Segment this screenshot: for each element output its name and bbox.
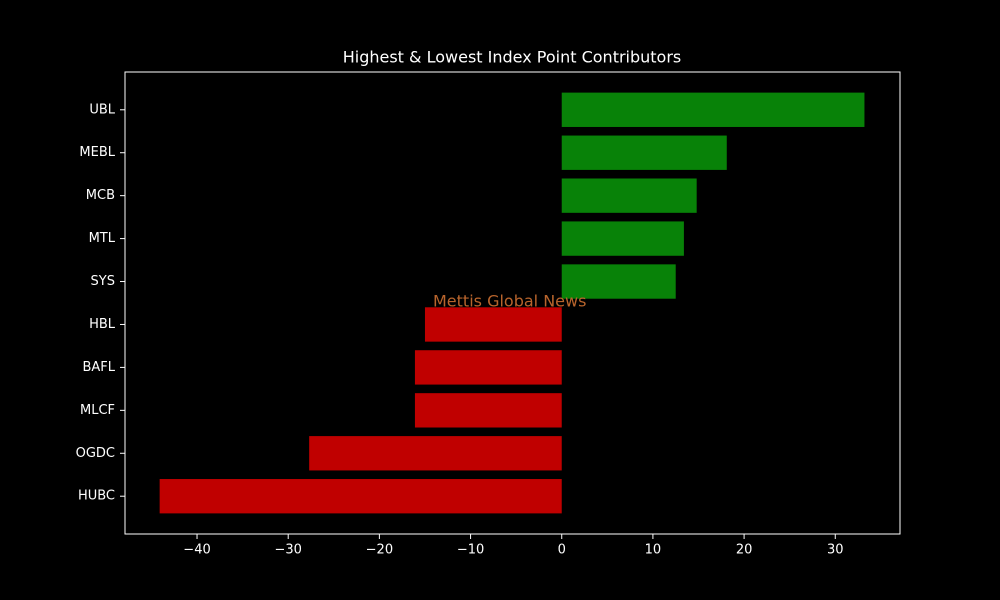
bar <box>414 393 562 428</box>
y-tick-label: MTL <box>89 231 116 246</box>
bar <box>561 221 684 256</box>
y-tick-label: UBL <box>89 102 115 117</box>
y-tick-label: MEBL <box>79 145 115 160</box>
bar <box>561 135 727 170</box>
bar <box>414 350 562 385</box>
watermark: Mettis Global News <box>433 292 586 311</box>
y-tick-label: SYS <box>91 274 115 289</box>
y-tick-label: OGDC <box>76 446 115 461</box>
bar <box>561 264 676 299</box>
bar <box>561 92 865 127</box>
y-tick-label: MCB <box>86 188 115 203</box>
x-tick-label: −10 <box>457 543 484 558</box>
x-tick-label: −30 <box>274 543 301 558</box>
bar <box>159 479 562 514</box>
x-tick-label: −40 <box>183 543 210 558</box>
x-tick-label: 0 <box>558 543 566 558</box>
y-tick-label: HBL <box>89 317 116 332</box>
x-tick-label: 20 <box>736 543 753 558</box>
axes-frame <box>124 71 901 535</box>
y-tick-label: BAFL <box>82 360 115 375</box>
x-tick-label: −20 <box>366 543 393 558</box>
bar <box>309 436 562 471</box>
x-tick-label: 10 <box>645 543 662 558</box>
bar <box>424 307 562 342</box>
y-tick-label: MLCF <box>80 403 115 418</box>
x-tick-label: 30 <box>827 543 844 558</box>
bar <box>561 178 697 213</box>
y-tick-label: HUBC <box>78 489 115 504</box>
chart-title: Highest & Lowest Index Point Contributor… <box>343 48 682 67</box>
